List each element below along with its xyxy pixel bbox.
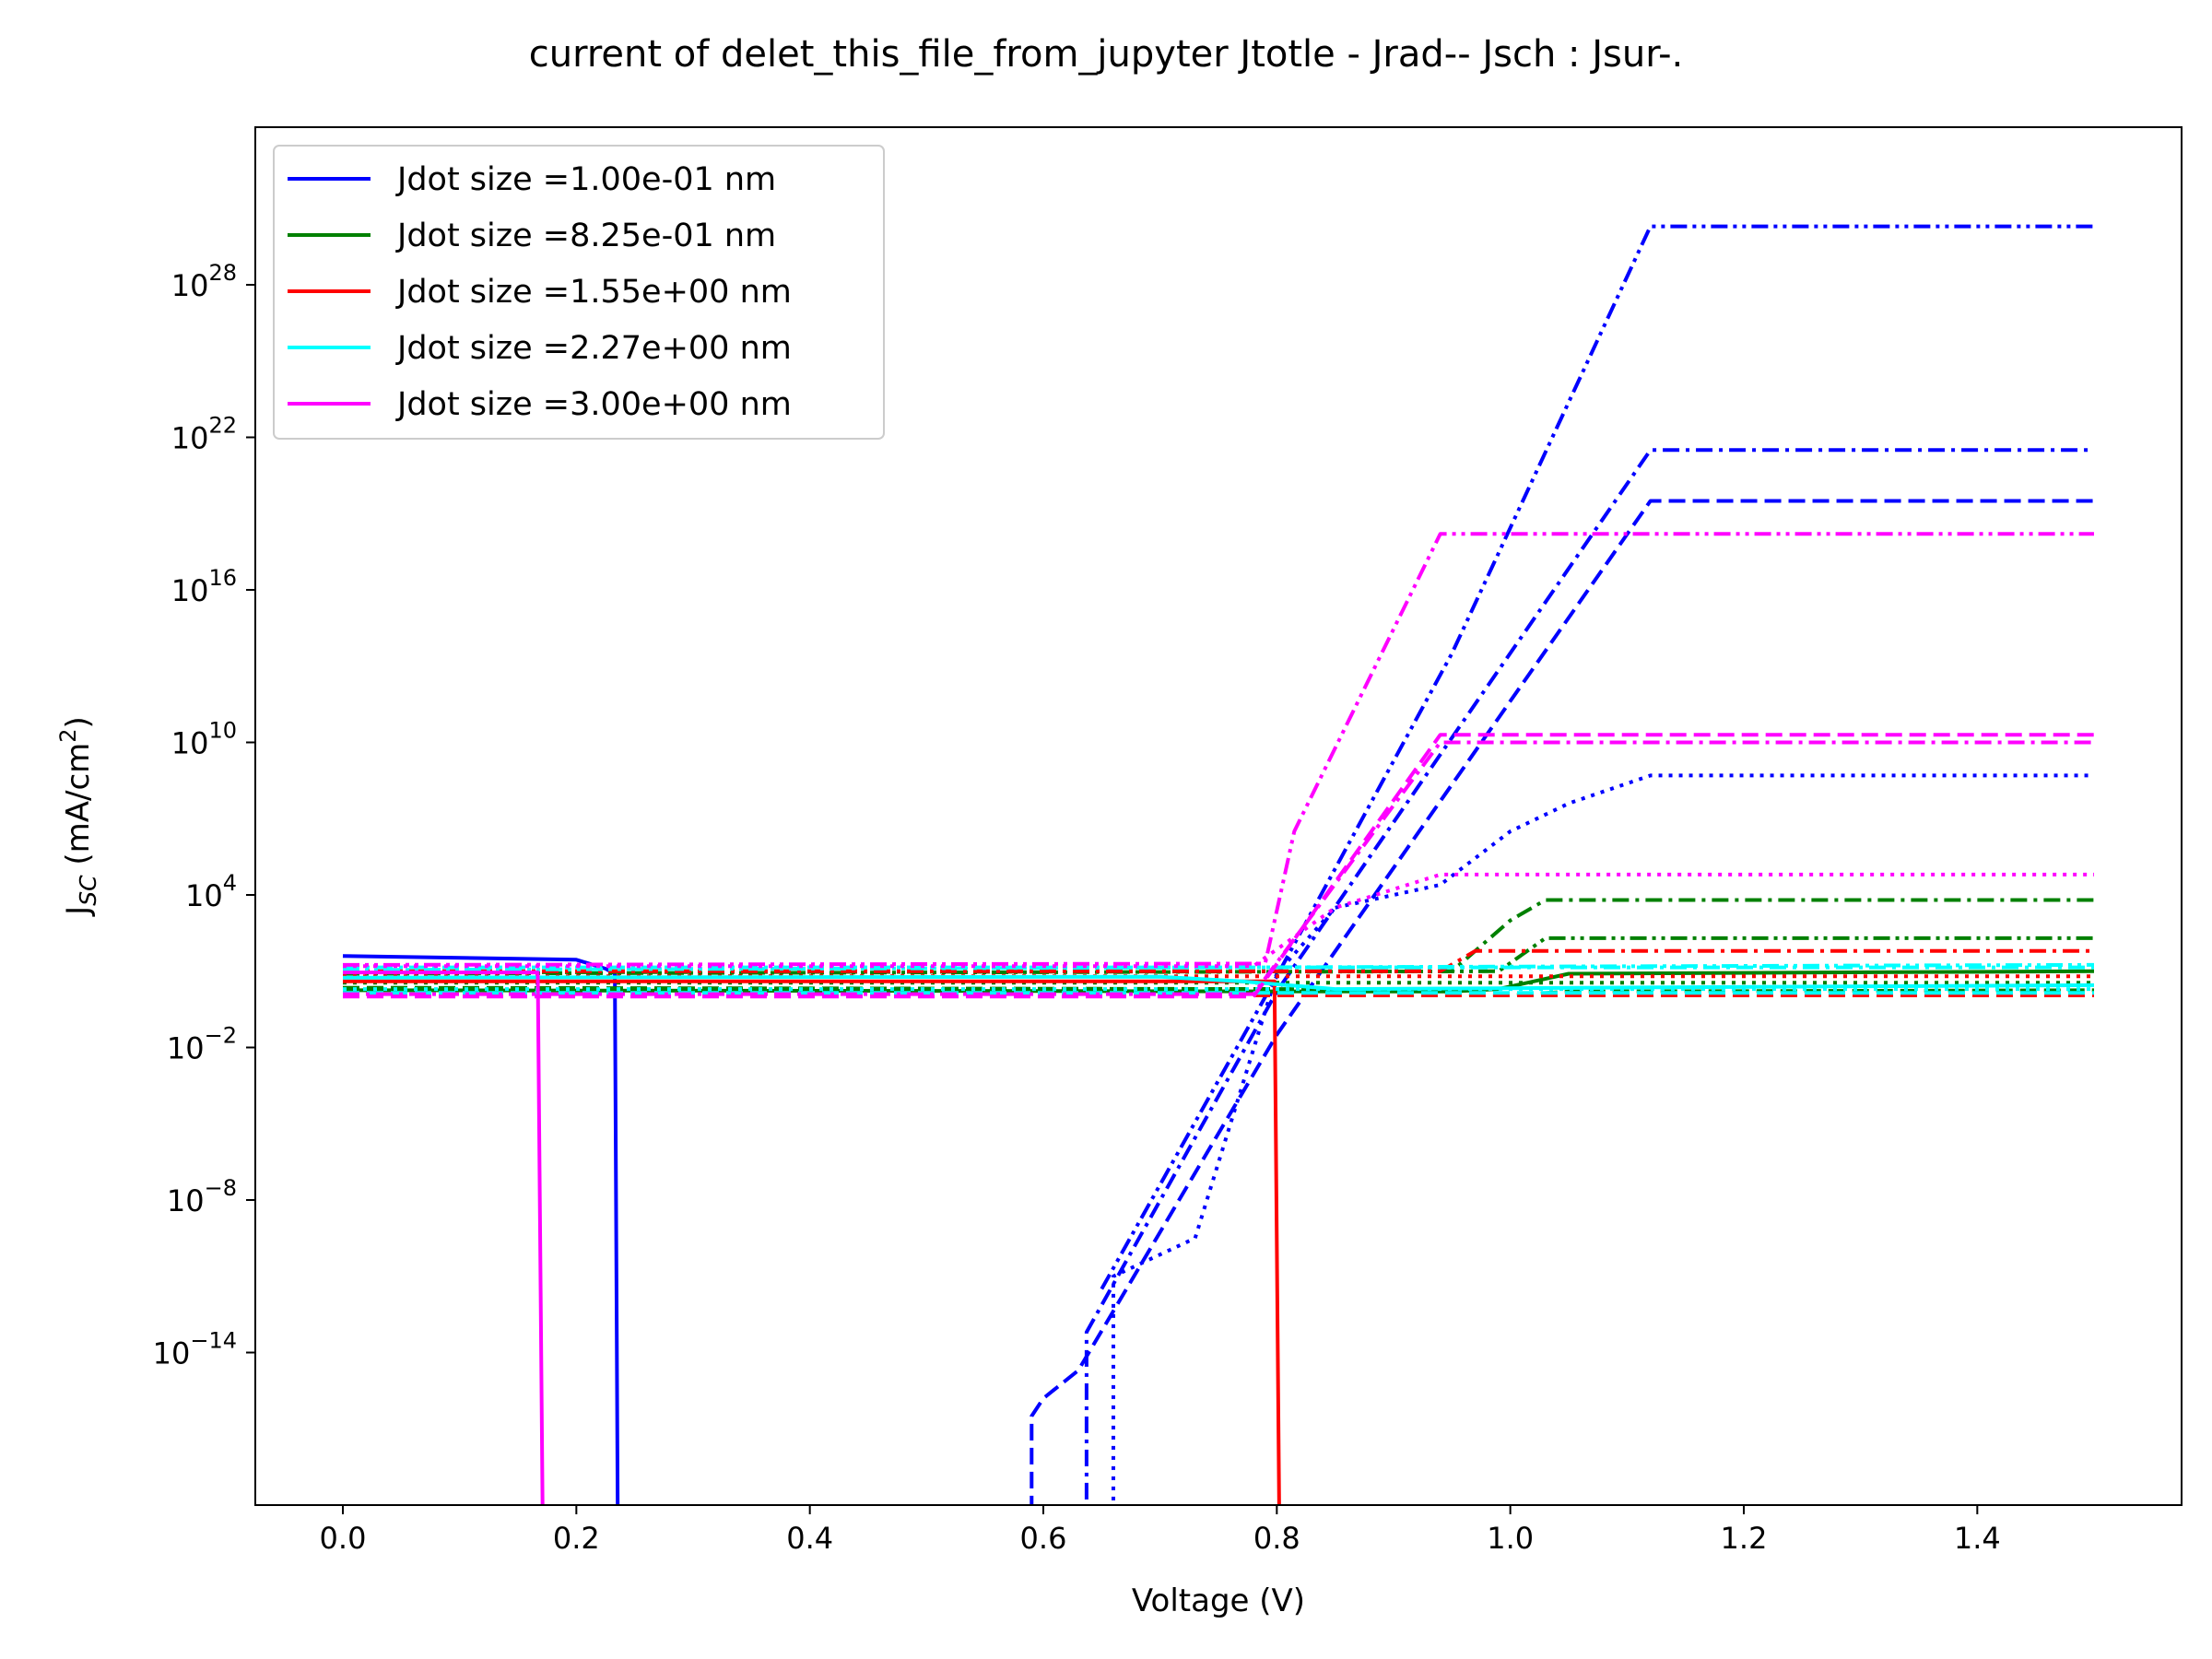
y-tick-label: 1016 (171, 565, 237, 608)
y-tick-label-base: 10 (185, 878, 223, 913)
series-line-20 (343, 733, 2094, 999)
y-tick-label-exponent: −2 (205, 1023, 237, 1049)
series-line-2 (1112, 773, 2094, 1505)
series-line-1 (1030, 499, 2094, 1505)
x-axis-label: Voltage (V) (1132, 1583, 1305, 1619)
legend: Jdot size =1.00e-01 nm Jdot size =8.25e-0… (273, 145, 885, 440)
y-tick-label-exponent: 22 (208, 413, 237, 439)
y-axis-label-main: J (60, 906, 97, 917)
y-tick-label: 1010 (171, 718, 237, 761)
legend-box (273, 145, 885, 440)
legend-label: Jdot size =3.00e+00 nm (395, 386, 792, 423)
y-tick-label: 1022 (171, 413, 237, 456)
x-tick-label: 1.4 (1954, 1521, 2001, 1556)
series-line-21 (343, 872, 2094, 969)
y-tick-label: 1028 (171, 260, 237, 303)
y-axis-label-close: ) (60, 716, 97, 728)
y-tick-label-base: 10 (171, 573, 209, 608)
series-line-14 (342, 974, 2095, 992)
y-tick-label: 10−2 (167, 1023, 237, 1066)
y-axis-label-unit-sup: 2 (55, 728, 81, 742)
y-axis-label-unit: (mA/cm (60, 743, 97, 876)
y-tick-label: 10−8 (167, 1175, 237, 1218)
y-tick-label-exponent: 28 (208, 260, 237, 286)
plot-area-frame (254, 126, 2183, 1506)
x-tick-label: 0.2 (553, 1521, 600, 1556)
series-line-22 (343, 740, 2094, 996)
y-tick-label-exponent: −8 (205, 1175, 237, 1201)
series-line-4 (1100, 224, 2094, 1290)
y-tick-label-exponent: 16 (208, 565, 237, 591)
y-tick-label-base: 10 (153, 1336, 191, 1371)
x-tick-label: 1.0 (1487, 1521, 1534, 1556)
x-axis-ticks: 0.0 0.2 0.4 0.6 0.8 1.0 1.2 1.4 (320, 1505, 2001, 1556)
y-tick-label: 104 (185, 870, 237, 913)
y-tick-label-base: 10 (167, 1183, 205, 1218)
y-tick-label-base: 10 (171, 268, 209, 303)
series-line-3 (1084, 448, 2094, 1505)
legend-label: Jdot size =2.27e+00 nm (395, 330, 792, 367)
y-tick-label-base: 10 (171, 421, 209, 456)
legend-label: Jdot size =1.00e-01 nm (395, 161, 776, 198)
x-tick-label: 0.6 (1020, 1521, 1067, 1556)
y-tick-label-exponent: 10 (208, 718, 237, 744)
chart-title: current of delet_this_file_from_jupyter … (529, 33, 1684, 76)
x-tick-label: 0.8 (1253, 1521, 1300, 1556)
x-tick-label: 1.2 (1721, 1521, 1768, 1556)
legend-label: Jdot size =1.55e+00 nm (395, 274, 792, 311)
series-line-8 (342, 898, 2094, 975)
series-layer (342, 224, 2095, 1505)
y-tick-label-exponent: −14 (190, 1328, 237, 1354)
y-tick-label-base: 10 (171, 726, 209, 761)
series-line-0 (342, 954, 620, 1505)
y-tick-label: 10−14 (153, 1328, 237, 1371)
series-line-23 (342, 532, 2094, 967)
legend-label: Jdot size =8.25e-01 nm (395, 218, 776, 254)
series-line-10 (343, 979, 1281, 1505)
y-axis-label-sub: SC (75, 875, 101, 906)
y-tick-label-base: 10 (167, 1031, 205, 1066)
x-tick-label: 0.4 (786, 1521, 833, 1556)
series-line-19 (343, 971, 545, 1505)
y-tick-label-exponent: 4 (223, 870, 237, 896)
x-tick-label: 0.0 (320, 1521, 367, 1556)
y-axis-label: JSC (mA/cm2) (55, 716, 101, 917)
